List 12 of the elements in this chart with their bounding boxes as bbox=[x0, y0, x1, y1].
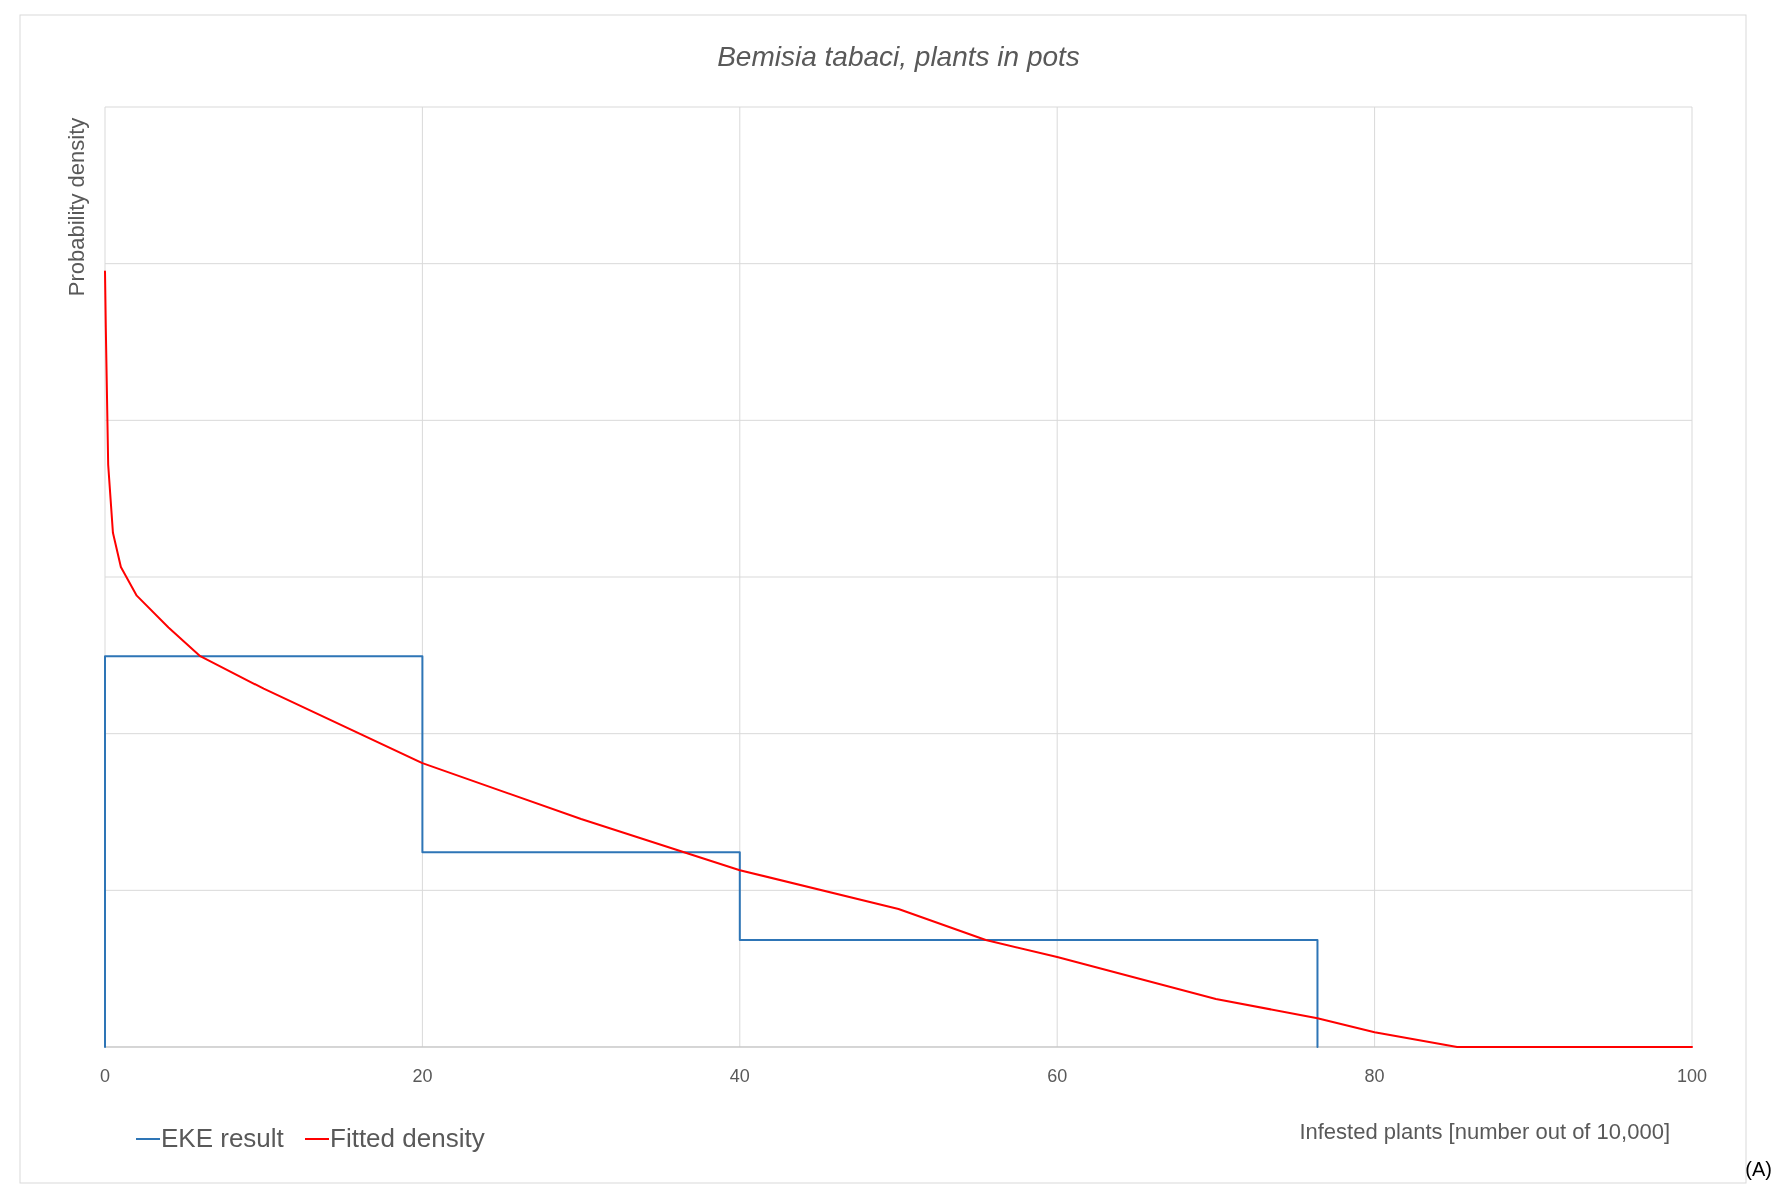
legend-label: EKE result bbox=[161, 1123, 285, 1153]
x-tick-label: 40 bbox=[729, 1066, 750, 1086]
x-tick-label: 100 bbox=[1676, 1066, 1708, 1086]
y-axis-title: Probability density bbox=[64, 117, 89, 297]
text: (A) bbox=[1745, 1158, 1772, 1180]
x-axis-title: Infested plants [number out of 10,000] bbox=[1299, 1119, 1670, 1144]
chart-title: Bemisia tabaci, plants in pots bbox=[717, 41, 1080, 72]
x-tick-label: 20 bbox=[412, 1066, 433, 1086]
x-tick-label: 0 bbox=[99, 1066, 111, 1086]
x-tick-label: 80 bbox=[1364, 1066, 1385, 1086]
legend-label: Fitted density bbox=[330, 1123, 485, 1153]
x-tick-label: 60 bbox=[1047, 1066, 1068, 1086]
